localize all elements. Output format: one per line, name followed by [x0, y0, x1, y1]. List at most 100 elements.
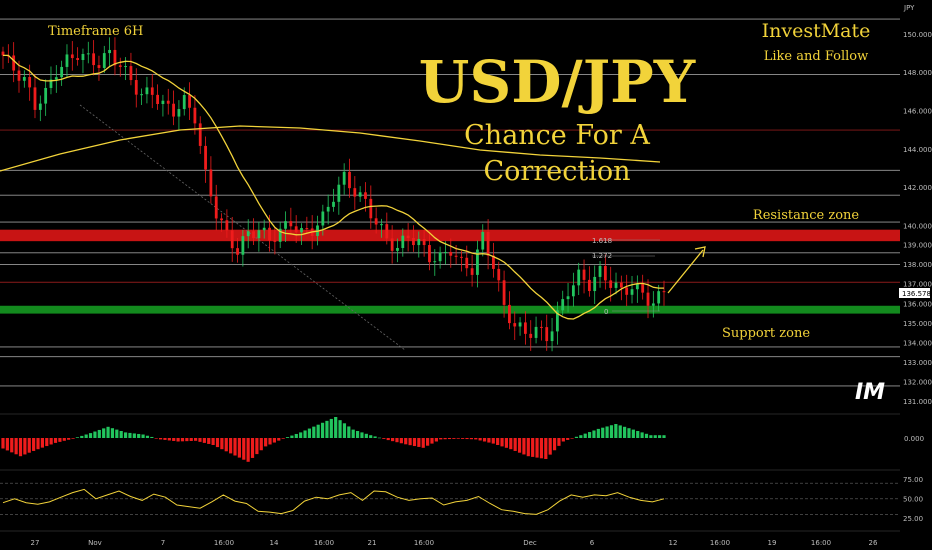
hist-bar — [347, 426, 351, 438]
hist-bar — [609, 425, 614, 438]
candle-body — [60, 66, 64, 78]
fib-1272-label: 1.272 — [592, 252, 612, 260]
candle-body — [86, 53, 90, 55]
hist-bar — [246, 438, 250, 462]
hist-bar — [583, 433, 587, 438]
hist-bar — [426, 438, 430, 446]
y-tick-label: 134.000 — [903, 340, 932, 348]
candle-body — [28, 76, 32, 88]
candle-body — [150, 87, 154, 95]
hist-bar — [395, 438, 399, 443]
hist-bar — [412, 438, 417, 447]
hist-bar — [482, 438, 487, 442]
candle-body — [348, 171, 351, 189]
x-tick-label: 21 — [368, 539, 377, 547]
y-tick-label: 131.000 — [903, 398, 932, 406]
candle-body — [406, 235, 410, 239]
candle-body — [342, 171, 346, 185]
projection-arrow — [667, 246, 706, 294]
brand-name: InvestMate — [762, 20, 871, 42]
chart-subtitle-2: Correction — [484, 156, 631, 187]
hist-bar — [264, 438, 268, 447]
horizontal-levels — [0, 18, 900, 387]
hist-bar — [587, 432, 592, 438]
candle-body — [257, 230, 261, 239]
y-tick-label: 136.000 — [903, 300, 932, 308]
candle-body — [332, 201, 335, 207]
hist-bar — [272, 438, 277, 443]
candle-body — [385, 224, 389, 239]
candle-body — [44, 87, 48, 104]
hist-bar — [285, 437, 290, 438]
candle-body — [17, 70, 21, 81]
hist-bar — [229, 438, 233, 454]
candle-body — [625, 287, 629, 295]
hist-bar — [49, 438, 53, 445]
hist-bar — [75, 437, 80, 438]
hist-bar — [570, 438, 574, 439]
hist-bar — [84, 434, 88, 438]
hist-bar — [141, 434, 145, 438]
hist-bar — [202, 438, 206, 443]
candle-body — [422, 239, 426, 246]
hist-bar — [522, 438, 526, 455]
candle-body — [619, 282, 623, 288]
hist-bar — [242, 438, 246, 460]
hist-bar — [189, 438, 193, 441]
hist-bar — [145, 435, 150, 438]
hist-bar — [373, 436, 377, 438]
candle-body — [140, 94, 143, 96]
hist-bar — [399, 438, 403, 444]
hist-bar — [45, 438, 49, 447]
hist-bar — [36, 438, 40, 450]
hist-bar — [605, 426, 609, 438]
hist-bar — [342, 423, 347, 438]
y-tick-label: 133.000 — [903, 359, 932, 367]
y-tick-label: 135.000 — [903, 320, 932, 328]
candle-body — [262, 227, 266, 231]
hist-bar — [154, 438, 158, 439]
x-tick-label: 16:00 — [811, 539, 831, 547]
candle-body — [177, 109, 181, 117]
candle-body — [454, 255, 458, 257]
candle-body — [241, 236, 245, 255]
hist-bar — [110, 428, 115, 438]
hist-bar — [176, 438, 180, 442]
x-tick-label: 12 — [669, 539, 678, 547]
candle-body — [566, 296, 570, 300]
hist-bar — [456, 438, 460, 439]
hist-bar — [509, 438, 513, 450]
candle-body — [102, 53, 106, 68]
candle-body — [508, 304, 511, 324]
hist-bar — [434, 438, 438, 442]
candle-body — [321, 211, 325, 226]
candle-body — [92, 53, 96, 66]
y-tick-label: 140.000 — [903, 222, 932, 230]
hist-bar — [430, 438, 434, 444]
hist-bar — [640, 432, 644, 438]
candle-body — [657, 291, 661, 304]
candle-body — [492, 255, 495, 269]
hist-bar — [123, 432, 128, 438]
hist-bar — [447, 438, 452, 440]
hist-bar — [259, 438, 263, 451]
hist-bar — [88, 433, 93, 438]
candle-body — [209, 169, 213, 197]
y-tick-label: 132.000 — [903, 379, 932, 387]
hist-bar — [377, 437, 382, 439]
osc-tick-label: 50.00 — [903, 495, 923, 503]
y-tick-label: 144.000 — [903, 146, 932, 154]
candle-body — [609, 280, 613, 288]
candle-body — [161, 100, 165, 105]
candle-body — [571, 285, 575, 297]
hist-bar — [474, 438, 478, 440]
histogram-panel — [1, 417, 666, 462]
hist-bar — [119, 431, 123, 438]
hist-bar — [360, 432, 364, 438]
hist-bar — [67, 438, 71, 440]
hist-bar — [364, 433, 368, 438]
hist-bar — [627, 428, 631, 438]
osc-line — [2, 488, 665, 515]
x-tick-label: Nov — [88, 539, 102, 547]
candle-body — [12, 55, 16, 71]
